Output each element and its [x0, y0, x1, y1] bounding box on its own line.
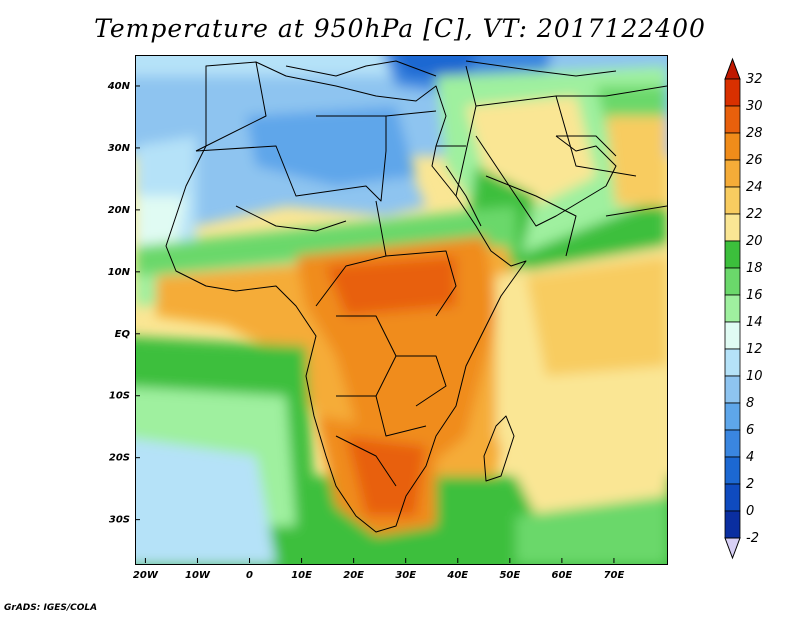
colorbar-segment [724, 375, 741, 404]
y-tick-label: 40N [107, 81, 131, 92]
colorbar-label: 20 [746, 234, 763, 249]
y-tick-label: 10N [108, 267, 131, 278]
colorbar-segment [724, 240, 741, 269]
colorbar-label: 6 [746, 423, 754, 438]
x-tick-label: 10E [291, 570, 312, 581]
x-tick-label: 20W [133, 570, 159, 581]
y-tick-label: 20S [109, 453, 130, 464]
y-tick-label: 10S [109, 391, 130, 402]
colorbar-label: 28 [746, 126, 763, 141]
colorbar-segment [724, 429, 741, 458]
colorbar-label: 24 [746, 180, 763, 195]
x-tick-label: 60E [552, 570, 573, 581]
map-title: Temperature at 950hPa [C], VT: 201712240… [94, 14, 706, 43]
y-tick-label: 30N [108, 143, 131, 154]
x-tick-label: 50E [499, 570, 520, 581]
colorbar-segment [724, 456, 741, 485]
colorbar-label: 0 [746, 504, 754, 519]
y-tick-label: EQ [115, 329, 131, 340]
colorbar-label: 22 [746, 207, 763, 222]
colorbar-segment [724, 402, 741, 431]
colorbar-segment [724, 105, 741, 134]
colorbar-label: 16 [746, 288, 763, 303]
colorbar-segment [724, 267, 741, 296]
colorbar-label: 30 [746, 99, 763, 114]
colorbar-high-arrow [724, 57, 741, 80]
colorbar-label: 2 [746, 477, 754, 492]
colorbar-label: 10 [746, 369, 763, 384]
x-tick-label: 70E [604, 570, 625, 581]
colorbar-segment [724, 159, 741, 188]
colorbar-label: 18 [746, 261, 763, 276]
colorbar-label: -2 [746, 531, 759, 546]
colorbar-label: 8 [746, 396, 754, 411]
colorbar-segment [724, 294, 741, 323]
colorbar-low-arrow [724, 537, 741, 560]
colorbar-segment [724, 321, 741, 350]
x-tick-label: 20E [343, 570, 364, 581]
credit-text: GrADS: IGES/COLA [4, 603, 98, 613]
colorbar-label: 32 [746, 72, 763, 87]
colorbar-label: 12 [746, 342, 763, 357]
colorbar-segment [724, 186, 741, 215]
colorbar-segment [724, 213, 741, 242]
temperature-map [135, 55, 668, 565]
x-tick-label: 0 [246, 570, 253, 581]
x-tick-label: 10W [185, 570, 211, 581]
colorbar-segment [724, 483, 741, 512]
colorbar-segment [724, 348, 741, 377]
colorbar-label: 14 [746, 315, 763, 330]
y-tick-label: 20N [108, 205, 131, 216]
colorbar-label: 4 [746, 450, 754, 465]
colorbar-label: 26 [746, 153, 763, 168]
x-tick-label: 40E [446, 570, 468, 581]
colorbar-segment [724, 78, 741, 107]
colorbar-segment [724, 510, 741, 539]
y-tick-label: 30S [109, 515, 130, 526]
x-tick-label: 30E [395, 570, 416, 581]
colorbar-segment [724, 132, 741, 161]
